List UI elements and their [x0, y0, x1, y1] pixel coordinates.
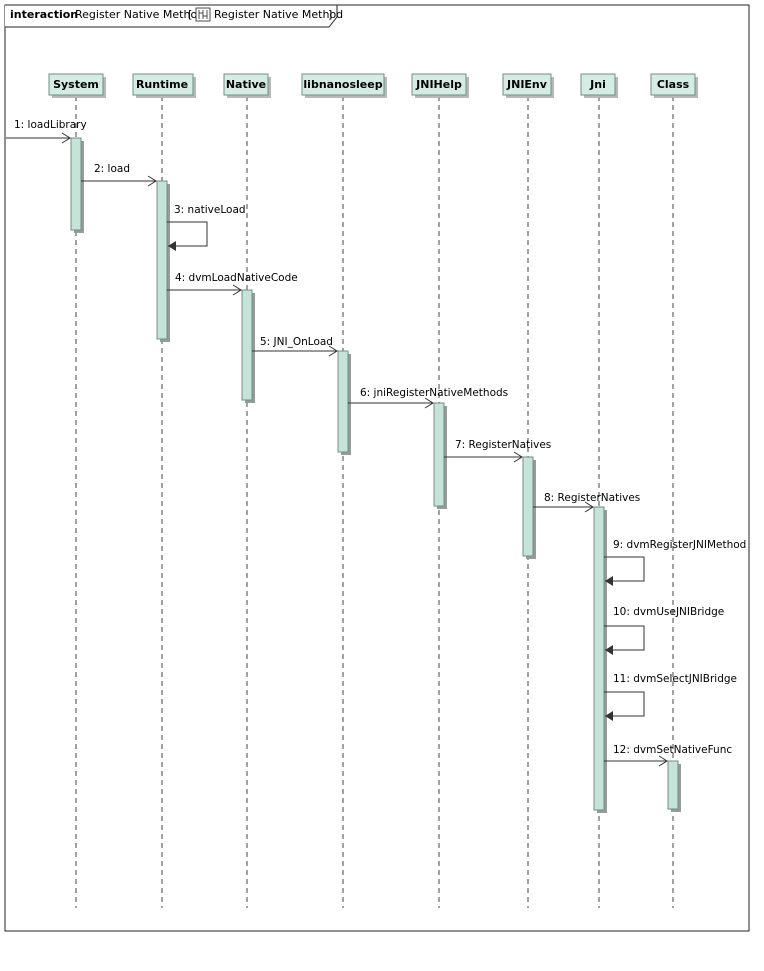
activation-libnanosleep — [337, 350, 351, 455]
activation-jni — [593, 506, 607, 813]
lifeline-class-name: Class — [657, 78, 690, 91]
activation-jnihelp — [433, 402, 447, 509]
message-3: 3: nativeLoad — [167, 204, 246, 251]
frame-title-tab — [5, 4, 338, 28]
message-7: 7: RegisterNatives — [444, 439, 551, 463]
message-5-label: 5: JNI_OnLoad — [260, 336, 333, 348]
message-11: 11: dvmSelectJNIBridge — [604, 673, 737, 721]
lifeline-jni-head: Jni — [580, 73, 618, 98]
lifeline-libnanosleep-name: libnanosleep — [303, 78, 382, 91]
lifeline-class-head: Class — [650, 73, 698, 98]
message-1: 1: loadLibrary — [6, 119, 87, 144]
lifeline-system-head: System — [48, 73, 106, 98]
message-4-label: 4: dvmLoadNativeCode — [175, 272, 298, 284]
message-10-label: 10: dvmUseJNIBridge — [613, 606, 724, 618]
message-8: 8: RegisterNatives — [533, 492, 640, 513]
lifeline-jni-name: Jni — [589, 78, 606, 91]
message-3-label: 3: nativeLoad — [174, 204, 246, 216]
activation-class — [667, 760, 681, 812]
message-9-label: 9: dvmRegisterJNIMethod — [613, 539, 746, 551]
message-1-label: 1: loadLibrary — [14, 119, 87, 131]
message-9: 9: dvmRegisterJNIMethod — [604, 539, 746, 586]
frame-keyword: interaction — [10, 8, 78, 21]
message-11-label: 11: dvmSelectJNIBridge — [613, 673, 737, 685]
message-2: 2: load — [81, 163, 157, 187]
message-12: 12: dvmSetNativeFunc — [604, 744, 732, 767]
lifeline-jnihelp-head: JNIHelp — [411, 73, 469, 98]
interaction-frame — [4, 4, 750, 932]
activation-native — [241, 289, 255, 403]
message-6: 6: jniRegisterNativeMethods — [348, 387, 508, 409]
activation-runtime — [156, 180, 170, 342]
frame-bracket-close: ] — [328, 8, 332, 21]
lifeline-libnanosleep-head: libnanosleep — [301, 73, 387, 98]
frame-reference-name: Register Native Method — [214, 8, 343, 21]
message-7-label: 7: RegisterNatives — [455, 439, 551, 451]
lifeline-jnihelp-name: JNIHelp — [415, 78, 462, 91]
lifeline-runtime-head: Runtime — [132, 73, 196, 98]
lifeline-jnienv-head: JNIEnv — [502, 73, 554, 98]
message-8-label: 8: RegisterNatives — [544, 492, 640, 504]
lifeline-jnienv-name: JNIEnv — [506, 78, 548, 91]
message-12-label: 12: dvmSetNativeFunc — [613, 744, 732, 756]
message-4: 4: dvmLoadNativeCode — [167, 272, 298, 296]
lifeline-system-name: System — [53, 78, 99, 91]
activation-system — [70, 137, 84, 233]
activation-jnienv — [522, 456, 536, 559]
lifeline-native-name: Native — [226, 78, 266, 91]
lifeline-runtime-name: Runtime — [136, 78, 188, 91]
message-6-label: 6: jniRegisterNativeMethods — [360, 387, 508, 399]
message-5: 5: JNI_OnLoad — [252, 336, 338, 357]
message-2-label: 2: load — [94, 163, 130, 175]
frame-bracket-open: [ — [188, 8, 192, 21]
message-10: 10: dvmUseJNIBridge — [604, 606, 724, 655]
interaction-reference-icon — [195, 7, 211, 22]
frame-name: Register Native Method — [75, 8, 204, 21]
lifeline-native-head: Native — [223, 73, 271, 98]
